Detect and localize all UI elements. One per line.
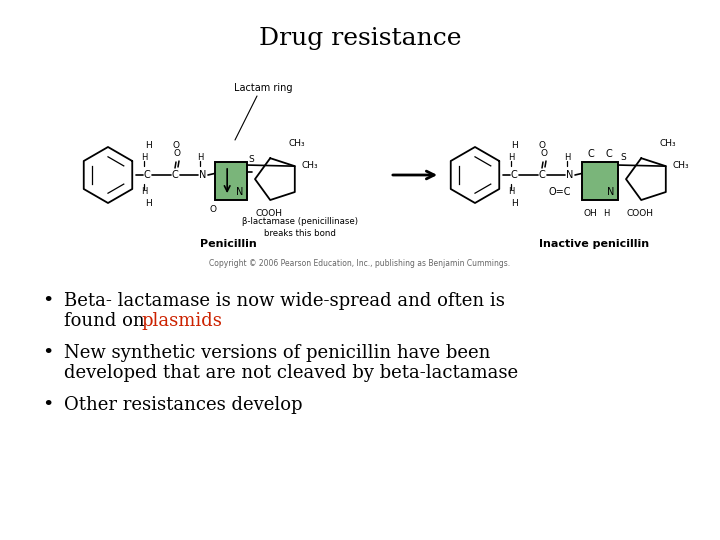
Text: CH₃: CH₃ <box>660 139 676 148</box>
Text: H: H <box>141 152 147 161</box>
Text: S: S <box>248 156 254 165</box>
Text: Beta- lactamase is now wide-spread and often is: Beta- lactamase is now wide-spread and o… <box>64 292 505 310</box>
Text: C: C <box>171 170 179 180</box>
Text: H: H <box>141 187 147 197</box>
Text: OH: OH <box>583 210 597 219</box>
Text: •: • <box>42 344 53 362</box>
Text: H: H <box>145 199 151 207</box>
Text: S: S <box>620 152 626 161</box>
Text: Penicillin: Penicillin <box>199 239 256 249</box>
Text: COOH: COOH <box>626 210 654 219</box>
Text: breaks this bond: breaks this bond <box>264 228 336 238</box>
Text: C: C <box>588 149 595 159</box>
Text: C: C <box>539 170 545 180</box>
Text: N: N <box>199 170 207 180</box>
Text: Copyright © 2006 Pearson Education, Inc., publishing as Benjamin Cummings.: Copyright © 2006 Pearson Education, Inc.… <box>210 259 510 267</box>
Text: N: N <box>236 187 243 197</box>
Text: C: C <box>510 170 518 180</box>
Text: C: C <box>606 149 613 159</box>
Text: H: H <box>145 140 151 150</box>
Text: H: H <box>508 152 514 161</box>
Text: O=C: O=C <box>549 187 571 197</box>
Text: N: N <box>607 187 615 197</box>
Text: developed that are not cleaved by beta-lactamase: developed that are not cleaved by beta-l… <box>64 364 518 382</box>
Text: COOH: COOH <box>256 210 282 219</box>
Text: O: O <box>174 148 181 158</box>
Text: H: H <box>603 210 609 219</box>
Text: O: O <box>539 140 546 150</box>
Text: Other resistances develop: Other resistances develop <box>64 396 302 414</box>
Text: Lactam ring: Lactam ring <box>234 83 292 93</box>
Text: CH₃: CH₃ <box>672 161 689 171</box>
Text: CH₃: CH₃ <box>289 139 305 148</box>
Text: found on: found on <box>64 312 150 330</box>
Text: O: O <box>541 148 547 158</box>
Text: H: H <box>197 152 203 161</box>
Text: plasmids: plasmids <box>141 312 222 330</box>
Text: Inactive penicillin: Inactive penicillin <box>539 239 649 249</box>
Text: N: N <box>567 170 574 180</box>
Text: O: O <box>173 140 179 150</box>
Bar <box>582 162 618 200</box>
Text: β-lactamase (penicillinase): β-lactamase (penicillinase) <box>242 218 358 226</box>
Text: H: H <box>564 152 570 161</box>
Text: Drug resistance: Drug resistance <box>258 27 462 50</box>
Text: H: H <box>512 140 518 150</box>
Text: •: • <box>42 292 53 310</box>
Text: New synthetic versions of penicillin have been: New synthetic versions of penicillin hav… <box>64 344 490 362</box>
Text: H: H <box>512 199 518 207</box>
Text: H: H <box>508 187 514 197</box>
Text: O: O <box>210 206 217 214</box>
Text: •: • <box>42 396 53 414</box>
Text: CH₃: CH₃ <box>302 161 318 171</box>
Text: C: C <box>143 170 150 180</box>
Bar <box>215 162 247 200</box>
